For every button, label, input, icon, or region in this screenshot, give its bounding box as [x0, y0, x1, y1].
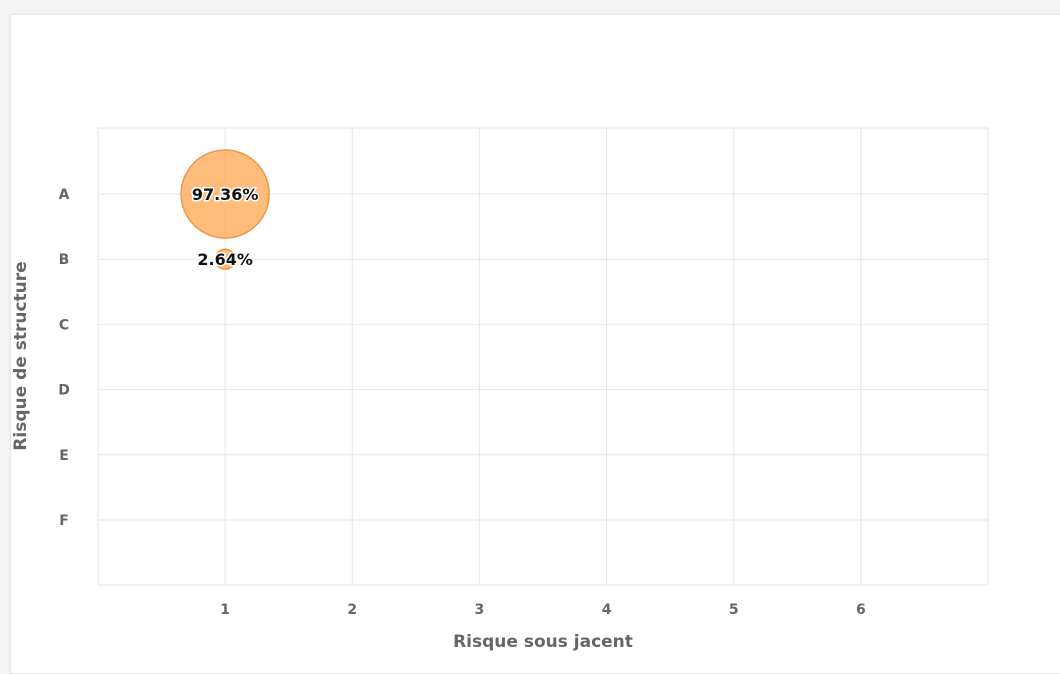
x-axis: 1 2 3 4 5 6: [220, 602, 865, 618]
x-tick-label: 3: [475, 602, 485, 618]
y-tick-label: A: [59, 187, 70, 203]
y-axis-title: Risque de structure: [11, 261, 31, 450]
bubble[interactable]: [180, 149, 270, 239]
x-tick-label: 2: [347, 602, 357, 618]
data-labels: 97.36% 2.64%: [190, 184, 260, 271]
bubble-chart: 1 2 3 4 5 6 A B C D E F 97.36% 2.64% Risque sous ja…: [11, 127, 989, 652]
y-tick-label: B: [59, 252, 70, 268]
y-tick-label: D: [58, 383, 70, 399]
bubbles: [180, 149, 270, 270]
x-tick-label: 1: [220, 602, 230, 618]
plot-area: [97, 127, 989, 586]
x-axis-title: Risque sous jacent: [453, 632, 633, 652]
chart-card: [10, 14, 1060, 674]
x-tick-label: 4: [602, 602, 612, 618]
y-axis: A B C D E F: [58, 187, 70, 529]
x-tick-label: 6: [856, 602, 866, 618]
y-tick-label: C: [59, 317, 69, 333]
y-tick-label: E: [59, 448, 69, 464]
bubble[interactable]: [214, 248, 236, 270]
bubble-label: 97.36%: [192, 185, 259, 204]
bubble-label: 2.64%: [197, 250, 253, 269]
y-tick-label: F: [59, 513, 69, 529]
x-tick-label: 5: [729, 602, 739, 618]
